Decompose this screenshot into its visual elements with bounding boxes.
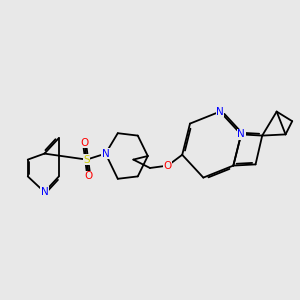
Text: O: O	[164, 160, 172, 171]
Text: S: S	[83, 154, 90, 165]
Text: N: N	[237, 129, 245, 140]
Text: N: N	[40, 187, 48, 197]
Text: N: N	[102, 148, 110, 159]
Text: O: O	[80, 138, 88, 148]
Text: O: O	[85, 171, 93, 182]
Text: N: N	[216, 106, 224, 117]
